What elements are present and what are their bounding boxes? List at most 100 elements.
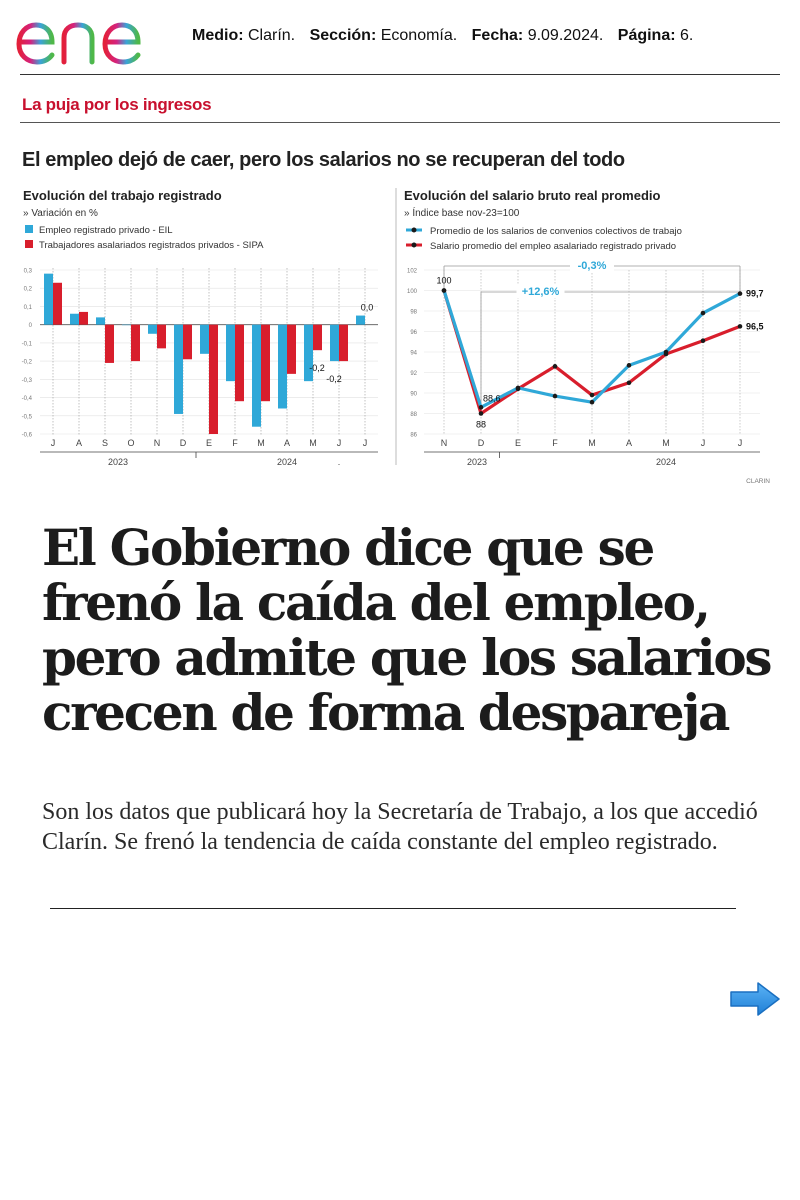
article-divider: [50, 908, 736, 909]
line-point: [626, 363, 632, 368]
headline-line: pero admite que los salarios: [42, 628, 773, 687]
bar-x-tick: J: [51, 438, 56, 448]
line-point: [700, 338, 706, 344]
bar-mark: [79, 311, 88, 325]
bar-y-tick: 0,1: [24, 305, 33, 311]
bar-x-tick: N: [154, 438, 161, 448]
line-x-tick: N: [441, 438, 448, 448]
line-chart-subtitle: » Índice base nov-23=100: [404, 206, 520, 219]
bar-x-tick: A: [284, 438, 290, 448]
bar-legend-swatch-eil: [25, 225, 33, 233]
bar-mark: [53, 282, 62, 325]
bar-data-label: -0,2: [309, 363, 325, 373]
line-point: [589, 392, 595, 398]
infographic-charts: Evolución del trabajo registrado » Varia…: [22, 188, 770, 485]
headline-line: crecen de forma despareja: [42, 683, 730, 742]
line-point: [478, 411, 484, 416]
line-point: [737, 324, 743, 329]
bar-mark: [122, 324, 131, 326]
section-title: La puja por los ingresos: [22, 95, 212, 114]
bar-x-tick: J: [363, 438, 368, 448]
fecha-label: Fecha:: [471, 27, 524, 44]
bar-y-tick: -0,1: [22, 341, 33, 347]
bar-legend-eil: Empleo registrado privado - EIL: [39, 225, 173, 236]
line-point: [663, 351, 669, 357]
infographic-credit: CLARIN: [746, 478, 770, 485]
bar-mark: [235, 324, 244, 402]
seccion-label: Sección:: [309, 27, 377, 44]
medio-label: Medio:: [192, 27, 244, 44]
section-divider: [20, 122, 780, 123]
annotation-label: +12,6%: [522, 286, 560, 298]
line-point: [441, 288, 447, 293]
bar-mark: [105, 324, 114, 363]
line-x-tick: D: [478, 438, 485, 448]
line-point: [589, 399, 595, 405]
bar-data-label: -0,2: [326, 374, 342, 384]
bar-mark: [174, 324, 183, 414]
line-y-tick: 96: [410, 330, 417, 336]
line-chart-title: Evolución del salario bruto real promedi…: [404, 188, 660, 203]
line-data-label: 88: [476, 420, 486, 430]
bar-data-label: 0,0: [361, 303, 374, 313]
line-point: [552, 364, 558, 369]
metadata-line: Medio: Clarín. Sección: Economía. Fecha:…: [192, 27, 693, 45]
bar-mark: [252, 324, 261, 427]
line-y-tick: 100: [407, 289, 418, 295]
bar-mark: [200, 324, 209, 354]
bar-x-tick: J: [337, 438, 342, 448]
bar-year-dot: .: [338, 457, 341, 467]
line-data-label: 96,5: [746, 321, 764, 331]
line-point: [700, 310, 706, 316]
bar-year-label: 2024: [277, 457, 297, 467]
bar-mark: [70, 313, 79, 325]
bar-mark: [226, 324, 235, 382]
annotation-bg: [516, 284, 565, 298]
bar-y-tick: 0,2: [24, 287, 33, 293]
next-page-arrow-icon[interactable]: [728, 980, 782, 1018]
bar-mark: [261, 324, 270, 402]
lead-line: Clarín. Se frenó la tendencia de caída c…: [42, 829, 718, 855]
bar-x-tick: M: [309, 438, 317, 448]
bar-mark: [313, 324, 322, 351]
pagina-label: Página:: [617, 27, 676, 44]
annotation-label: -0,3%: [578, 260, 607, 272]
line-y-tick: 86: [410, 433, 417, 439]
line-point: [478, 405, 484, 410]
enel-logo: [16, 9, 157, 65]
seccion-value: Economía.: [380, 27, 458, 44]
line-x-tick: E: [515, 438, 521, 448]
bar-y-tick: 0: [29, 323, 33, 329]
line-y-tick: 94: [410, 351, 417, 357]
bar-x-tick: S: [102, 438, 108, 448]
line-point: [552, 393, 558, 399]
bar-x-tick: O: [127, 438, 134, 448]
line-y-tick: 98: [410, 310, 417, 316]
line-x-tick: J: [701, 438, 706, 448]
bar-chart-title: Evolución del trabajo registrado: [23, 188, 222, 203]
bar-mark: [44, 273, 53, 325]
infographic-title: El empleo dejó de caer, pero los salario…: [22, 149, 625, 171]
line-x-tick: M: [662, 438, 670, 448]
bar-mark: [148, 324, 157, 334]
fecha-value: 9.09.2024.: [527, 27, 604, 44]
lead-line: Son los datos que publicará hoy la Secre…: [42, 799, 758, 825]
bar-year-label: 2023: [108, 457, 128, 467]
pagina-value: 6.: [680, 27, 694, 44]
line-data-label: 100: [436, 276, 451, 286]
bar-mark: [96, 317, 105, 325]
bar-chart-plot: 0,3 0,2 0,1 0 -0,1 -0,2 -0,3 -0,4 -0,5 -0,6 J A S O N D…: [22, 268, 378, 467]
line-x-tick: M: [588, 438, 596, 448]
line-legend-salario: Salario promedio del empleo asalariado r…: [430, 241, 676, 252]
bar-legend-swatch-sipa: [25, 240, 33, 248]
bar-y-tick: -0,5: [22, 414, 33, 420]
bar-x-tick: M: [257, 438, 265, 448]
bar-mark: [131, 324, 140, 362]
line-legend-dot-salario: [411, 242, 417, 248]
annotation-bg: [570, 258, 614, 272]
line-x-tick: J: [738, 438, 743, 448]
line-point: [626, 380, 632, 386]
bar-legend-sipa: Trabajadores asalariados registrados pri…: [39, 240, 264, 251]
line-data-label: 99,7: [746, 289, 764, 299]
line-point: [515, 386, 521, 392]
